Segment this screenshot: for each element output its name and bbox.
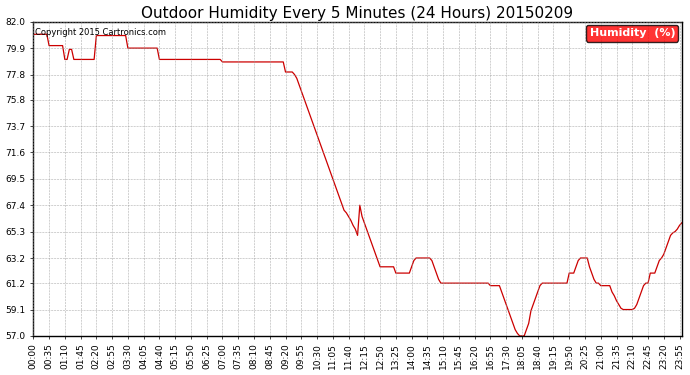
Legend: Humidity  (%): Humidity (%) — [586, 25, 678, 42]
Title: Outdoor Humidity Every 5 Minutes (24 Hours) 20150209: Outdoor Humidity Every 5 Minutes (24 Hou… — [141, 6, 573, 21]
Text: Copyright 2015 Cartronics.com: Copyright 2015 Cartronics.com — [34, 28, 166, 37]
